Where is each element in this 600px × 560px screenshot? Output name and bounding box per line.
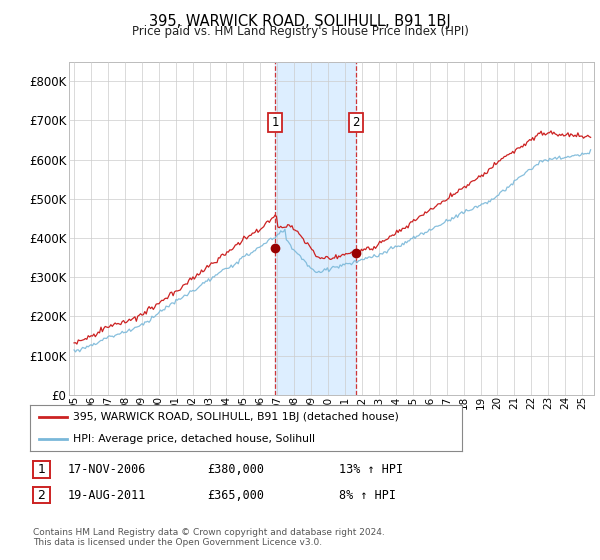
Text: Contains HM Land Registry data © Crown copyright and database right 2024.
This d: Contains HM Land Registry data © Crown c… <box>33 528 385 547</box>
Text: 395, WARWICK ROAD, SOLIHULL, B91 1BJ: 395, WARWICK ROAD, SOLIHULL, B91 1BJ <box>149 14 451 29</box>
Text: HPI: Average price, detached house, Solihull: HPI: Average price, detached house, Soli… <box>73 435 315 444</box>
Text: 395, WARWICK ROAD, SOLIHULL, B91 1BJ (detached house): 395, WARWICK ROAD, SOLIHULL, B91 1BJ (de… <box>73 412 399 422</box>
Text: 1: 1 <box>37 463 46 476</box>
Text: 13% ↑ HPI: 13% ↑ HPI <box>339 463 403 477</box>
Text: Price paid vs. HM Land Registry's House Price Index (HPI): Price paid vs. HM Land Registry's House … <box>131 25 469 38</box>
Text: 17-NOV-2006: 17-NOV-2006 <box>68 463 146 477</box>
Text: £380,000: £380,000 <box>207 463 264 477</box>
Bar <box>275 62 356 395</box>
Text: 19-AUG-2011: 19-AUG-2011 <box>68 489 146 502</box>
Text: 2: 2 <box>37 488 46 502</box>
Text: £365,000: £365,000 <box>207 489 264 502</box>
Text: 8% ↑ HPI: 8% ↑ HPI <box>339 489 396 502</box>
Text: 2: 2 <box>352 116 359 129</box>
Text: 1: 1 <box>272 116 279 129</box>
